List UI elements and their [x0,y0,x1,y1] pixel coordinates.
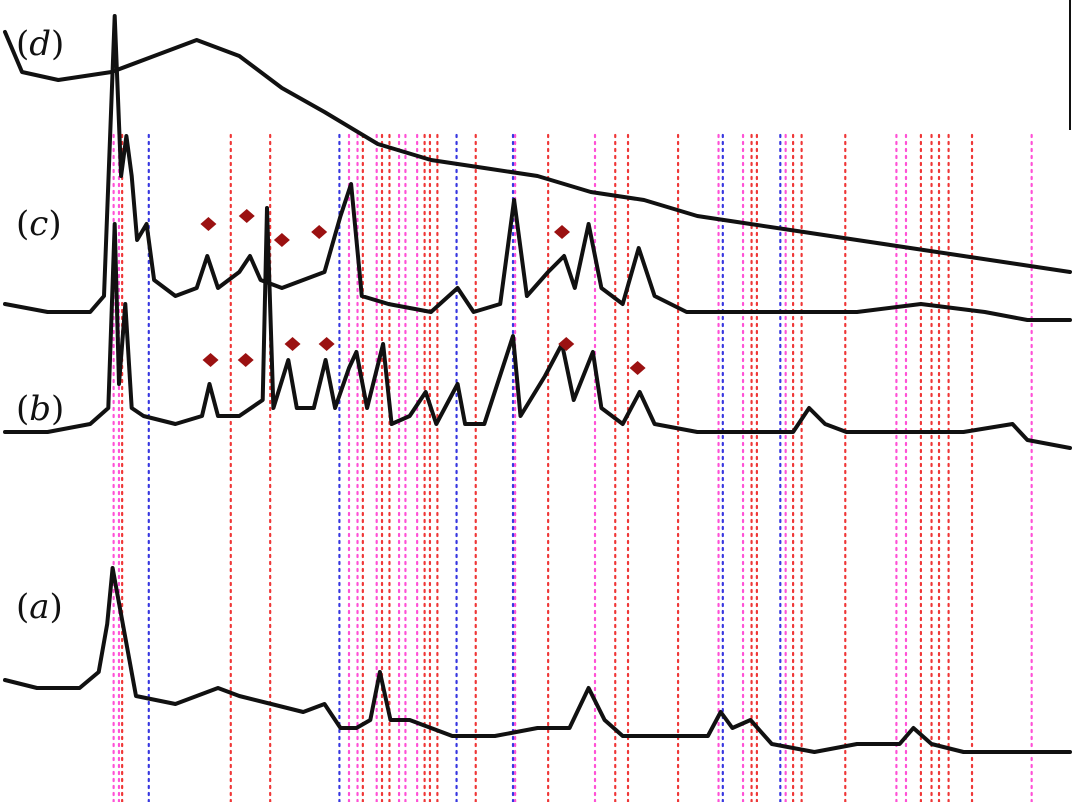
phase-markers [200,209,646,375]
panel-label-b: (b) [16,389,64,429]
panel-label-c: (c) [16,204,62,244]
pattern-trace-a [3,566,1072,754]
panel-label-d: (d) [16,24,64,64]
pattern-trace-d [3,30,1072,274]
panel-labels: (d) (c) (b) (a) [16,24,64,627]
pattern-trace-b [3,206,1072,450]
phase-marker-diamond [318,337,335,351]
reference-lines [112,133,1033,802]
phase-marker-diamond [553,225,570,239]
phase-marker-diamond [202,353,219,367]
phase-marker-diamond [311,225,328,239]
phase-marker-diamond [237,353,254,367]
phase-marker-diamond [238,209,255,223]
phase-marker-diamond [629,361,646,375]
phase-marker-diamond [273,233,290,247]
phase-marker-diamond [200,217,217,231]
phase-marker-diamond [558,337,575,351]
pattern-trace-c [3,14,1072,322]
panel-label-a: (a) [16,587,63,627]
pattern-traces [3,14,1072,754]
phase-marker-diamond [284,337,301,351]
